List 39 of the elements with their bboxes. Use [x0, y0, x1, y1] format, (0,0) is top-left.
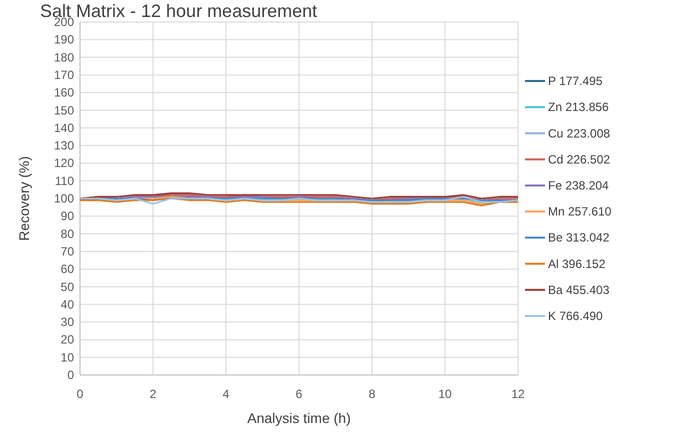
y-tick-label: 160: [54, 86, 74, 100]
y-tick-label: 60: [60, 262, 74, 276]
y-tick-label: 20: [60, 332, 74, 347]
x-tick-label: 2: [150, 387, 157, 401]
y-tick-label: 120: [54, 156, 74, 170]
y-tick-label: 140: [54, 120, 74, 135]
y-tick-label: 30: [60, 315, 74, 330]
y-tick-label: 130: [54, 138, 74, 153]
x-tick-label: 4: [222, 387, 230, 401]
x-tick-label: 0: [76, 387, 84, 401]
legend-label: Zn 213.856: [548, 100, 610, 114]
legend-label: Fe 238.204: [548, 178, 610, 192]
legend-label: Al 396.152: [548, 256, 606, 271]
y-tick-label: 80: [60, 226, 74, 241]
legend-label: Ba 455.403: [548, 282, 610, 297]
x-tick-label: 6: [296, 387, 303, 401]
y-tick-label: 70: [60, 244, 74, 258]
x-tick-label: 8: [368, 387, 376, 401]
y-tick-label: 90: [60, 209, 74, 224]
x-tick-label: 12: [511, 387, 525, 401]
legend-label: Cd 226.502: [548, 152, 610, 166]
legend-label: Cu 223.008: [548, 126, 610, 140]
y-tick-label: 110: [54, 174, 74, 188]
y-tick-label: 190: [54, 32, 74, 47]
legend-label: Mn 257.610: [548, 204, 612, 219]
x-tick-label: 10: [438, 387, 452, 401]
y-tick-label: 170: [54, 68, 74, 82]
y-axis-title: Recovery (%): [16, 156, 32, 241]
legend-label: Be 313.042: [548, 230, 610, 245]
y-tick-label: 0: [67, 368, 74, 382]
legend-label: P 177.495: [548, 74, 603, 88]
x-axis-title: Analysis time (h): [247, 410, 351, 426]
legend-label: K 766.490: [548, 308, 604, 323]
y-tick-label: 50: [60, 280, 74, 294]
y-tick-label: 40: [60, 297, 74, 312]
y-tick-label: 180: [54, 50, 74, 64]
y-tick-label: 10: [60, 350, 74, 364]
y-tick-label: 100: [54, 192, 74, 206]
y-tick-label: 150: [54, 103, 74, 118]
